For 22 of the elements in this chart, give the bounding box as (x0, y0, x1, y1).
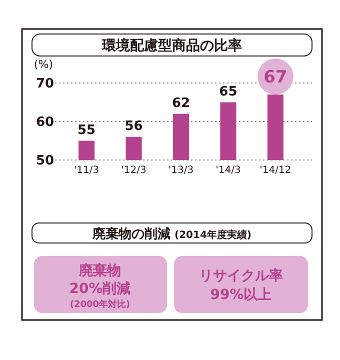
data-label: 62 (172, 96, 190, 111)
y-axis-title: (%) (34, 58, 54, 71)
data-label: 65 (219, 84, 238, 100)
x-tick-label: '13/3 (168, 165, 194, 176)
data-label: 55 (78, 122, 96, 138)
x-tick-label: '12/3 (121, 165, 146, 176)
x-tick-label: '14/3 (216, 165, 241, 176)
text: リサイクル率 (199, 267, 283, 284)
data-label: 56 (124, 118, 143, 134)
text: (2000年対比) (70, 299, 130, 310)
x-tick-label: '14/12 (260, 165, 292, 176)
text: (2014年度実績) (174, 229, 252, 241)
y-tick-label: 60 (36, 115, 54, 130)
data-label: 67 (264, 68, 288, 88)
y-tick-label: 50 (36, 154, 54, 168)
chart-title: 環境配慮型商品の比率 (101, 37, 242, 54)
text: 廃棄物の削減 (92, 226, 171, 242)
text: 99%以上 (210, 287, 272, 303)
y-tick-label: 70 (36, 76, 54, 92)
text: 20%削減 (69, 281, 131, 297)
x-tick-label: '11/3 (74, 165, 100, 176)
text: 廃棄物 (78, 262, 121, 279)
